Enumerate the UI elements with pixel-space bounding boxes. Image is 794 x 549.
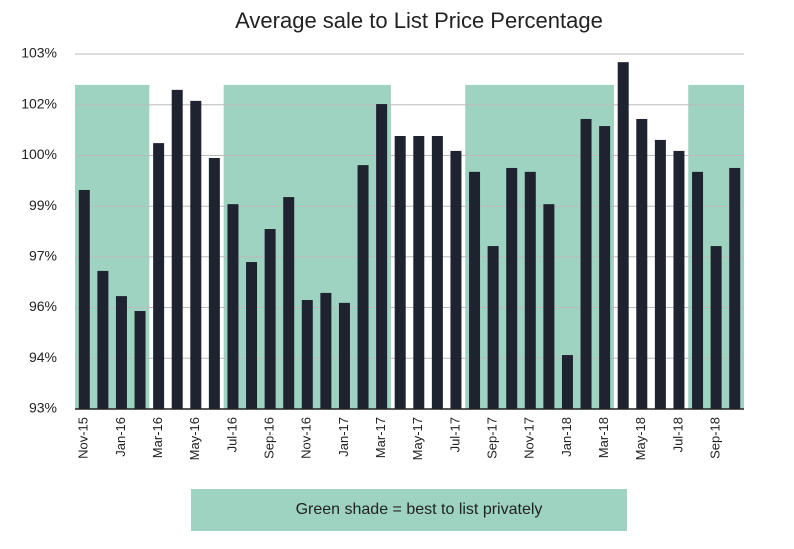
x-tick-label: Sep-17 [485, 417, 500, 459]
bar [599, 126, 611, 409]
bar [97, 270, 109, 409]
x-tick-label: Mar-16 [150, 417, 165, 458]
y-tick-label: 93% [29, 400, 57, 416]
bar [506, 167, 518, 409]
y-tick-label: 97% [29, 247, 57, 263]
y-tick-label: 103% [21, 45, 57, 61]
bar [394, 136, 406, 409]
x-tick-label: Jan-18 [559, 417, 574, 457]
bar [580, 118, 592, 409]
bar [710, 246, 722, 409]
x-tick-label: Sep-16 [262, 417, 277, 459]
bar [543, 204, 555, 409]
x-tick-label: Nov-16 [299, 417, 314, 459]
bar [487, 246, 499, 409]
x-tick-label: Mar-18 [596, 417, 611, 458]
bar [524, 171, 536, 409]
y-tick-label: 94% [29, 349, 57, 365]
x-tick-label: Sep-18 [708, 417, 723, 459]
x-tick-label: Jul-16 [224, 417, 239, 452]
y-tick-label: 96% [29, 298, 57, 314]
y-tick-label: 99% [29, 197, 57, 213]
bar [171, 89, 183, 409]
bar [469, 171, 481, 409]
x-tick-label: May-16 [187, 417, 202, 460]
chart-title: Average sale to List Price Percentage [235, 8, 603, 33]
bar [673, 150, 685, 410]
bar [115, 296, 127, 409]
bar [246, 262, 258, 409]
bar [636, 118, 648, 409]
bar [301, 300, 313, 409]
bar [134, 311, 146, 409]
bar [153, 143, 165, 410]
x-tick-label: Jul-17 [447, 417, 462, 452]
bar [227, 204, 239, 409]
bar [729, 167, 741, 409]
bar [413, 136, 425, 409]
bar [654, 139, 666, 409]
bar [376, 104, 388, 410]
y-tick-label: 100% [21, 146, 57, 162]
bar [208, 158, 220, 409]
x-tick-label: Mar-17 [373, 417, 388, 458]
bar [357, 165, 369, 409]
bar [617, 62, 629, 409]
bar [283, 197, 295, 409]
bar [264, 229, 276, 409]
x-tick-label: May-18 [633, 417, 648, 460]
x-tick-label: Jan-16 [113, 417, 128, 457]
x-tick-label: Jul-18 [670, 417, 685, 452]
x-tick-label: May-17 [410, 417, 425, 460]
bar [692, 171, 704, 409]
x-tick-label: Jan-17 [336, 417, 351, 457]
shade-region [465, 84, 614, 409]
bar [190, 100, 202, 410]
bar [431, 136, 443, 409]
bar [338, 302, 350, 409]
y-tick-label: 102% [21, 95, 57, 111]
bar [320, 292, 332, 409]
bar [78, 189, 90, 409]
x-tick-label: Nov-15 [76, 417, 91, 459]
annotation: Green shade = best to list privately [296, 501, 543, 518]
bar [450, 150, 462, 410]
x-tick-label: Nov-17 [522, 417, 537, 459]
bar [561, 355, 573, 409]
annotation-box [191, 489, 627, 531]
